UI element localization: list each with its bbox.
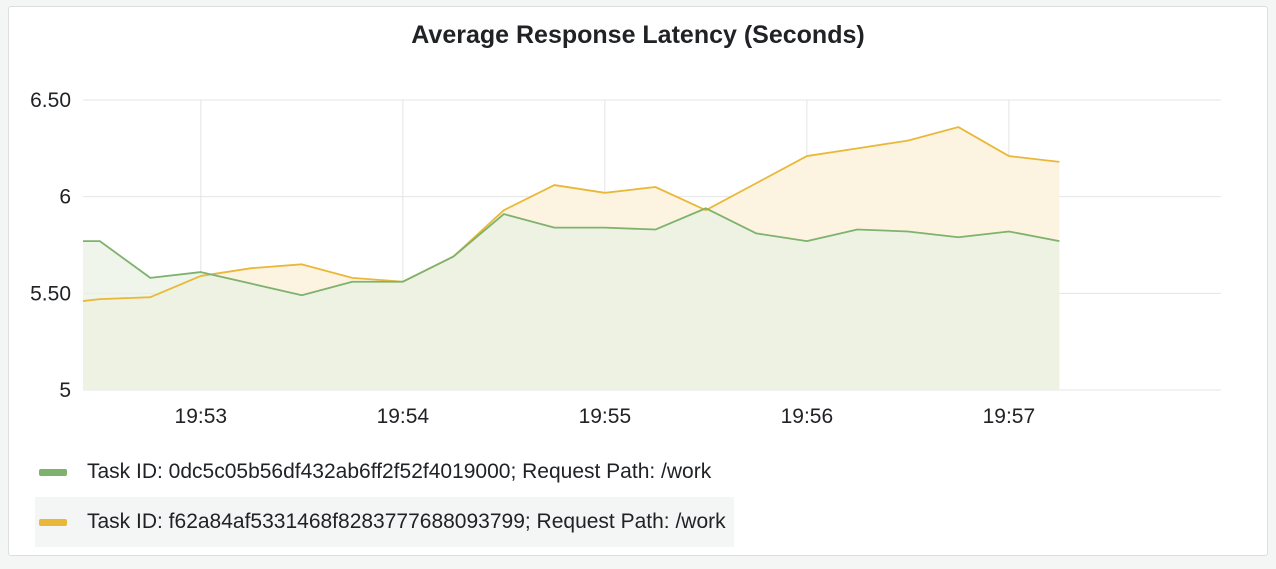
latency-chart[interactable]: 5 5.50 6 6.50 19:53 19:54 19:55 19:56 19:57: [9, 7, 1267, 447]
legend-swatch-green: [39, 468, 67, 476]
legend-label: Task ID: f62a84af5331468f828377768809379…: [87, 510, 726, 533]
x-tick-label: 19:53: [175, 405, 228, 428]
y-tick-label: 5.50: [30, 282, 71, 305]
legend: Task ID: 0dc5c05b56df432ab6ff2f52f401900…: [35, 447, 734, 547]
y-tick-label: 6.50: [30, 89, 71, 112]
y-tick-label: 6: [59, 186, 71, 209]
legend-item-green-series[interactable]: Task ID: 0dc5c05b56df432ab6ff2f52f401900…: [35, 447, 734, 497]
green-series-line: [83, 207, 1060, 297]
y-tick-label: 5: [59, 379, 71, 402]
legend-label: Task ID: 0dc5c05b56df432ab6ff2f52f401900…: [87, 460, 712, 483]
green-series-area: [83, 208, 1060, 390]
x-tick-label: 19:55: [579, 405, 632, 428]
chart-panel: Average Response Latency (Seconds) 5 5.50…: [8, 6, 1268, 556]
x-tick-label: 19:57: [983, 405, 1036, 428]
legend-swatch-yellow: [39, 518, 67, 526]
yellow-series-line: [82, 126, 1060, 302]
x-tick-label: 19:54: [377, 405, 430, 428]
x-tick-label: 19:56: [781, 405, 834, 428]
legend-item-yellow-series[interactable]: Task ID: f62a84af5331468f828377768809379…: [35, 497, 734, 547]
panel-title[interactable]: Average Response Latency (Seconds): [411, 21, 865, 49]
